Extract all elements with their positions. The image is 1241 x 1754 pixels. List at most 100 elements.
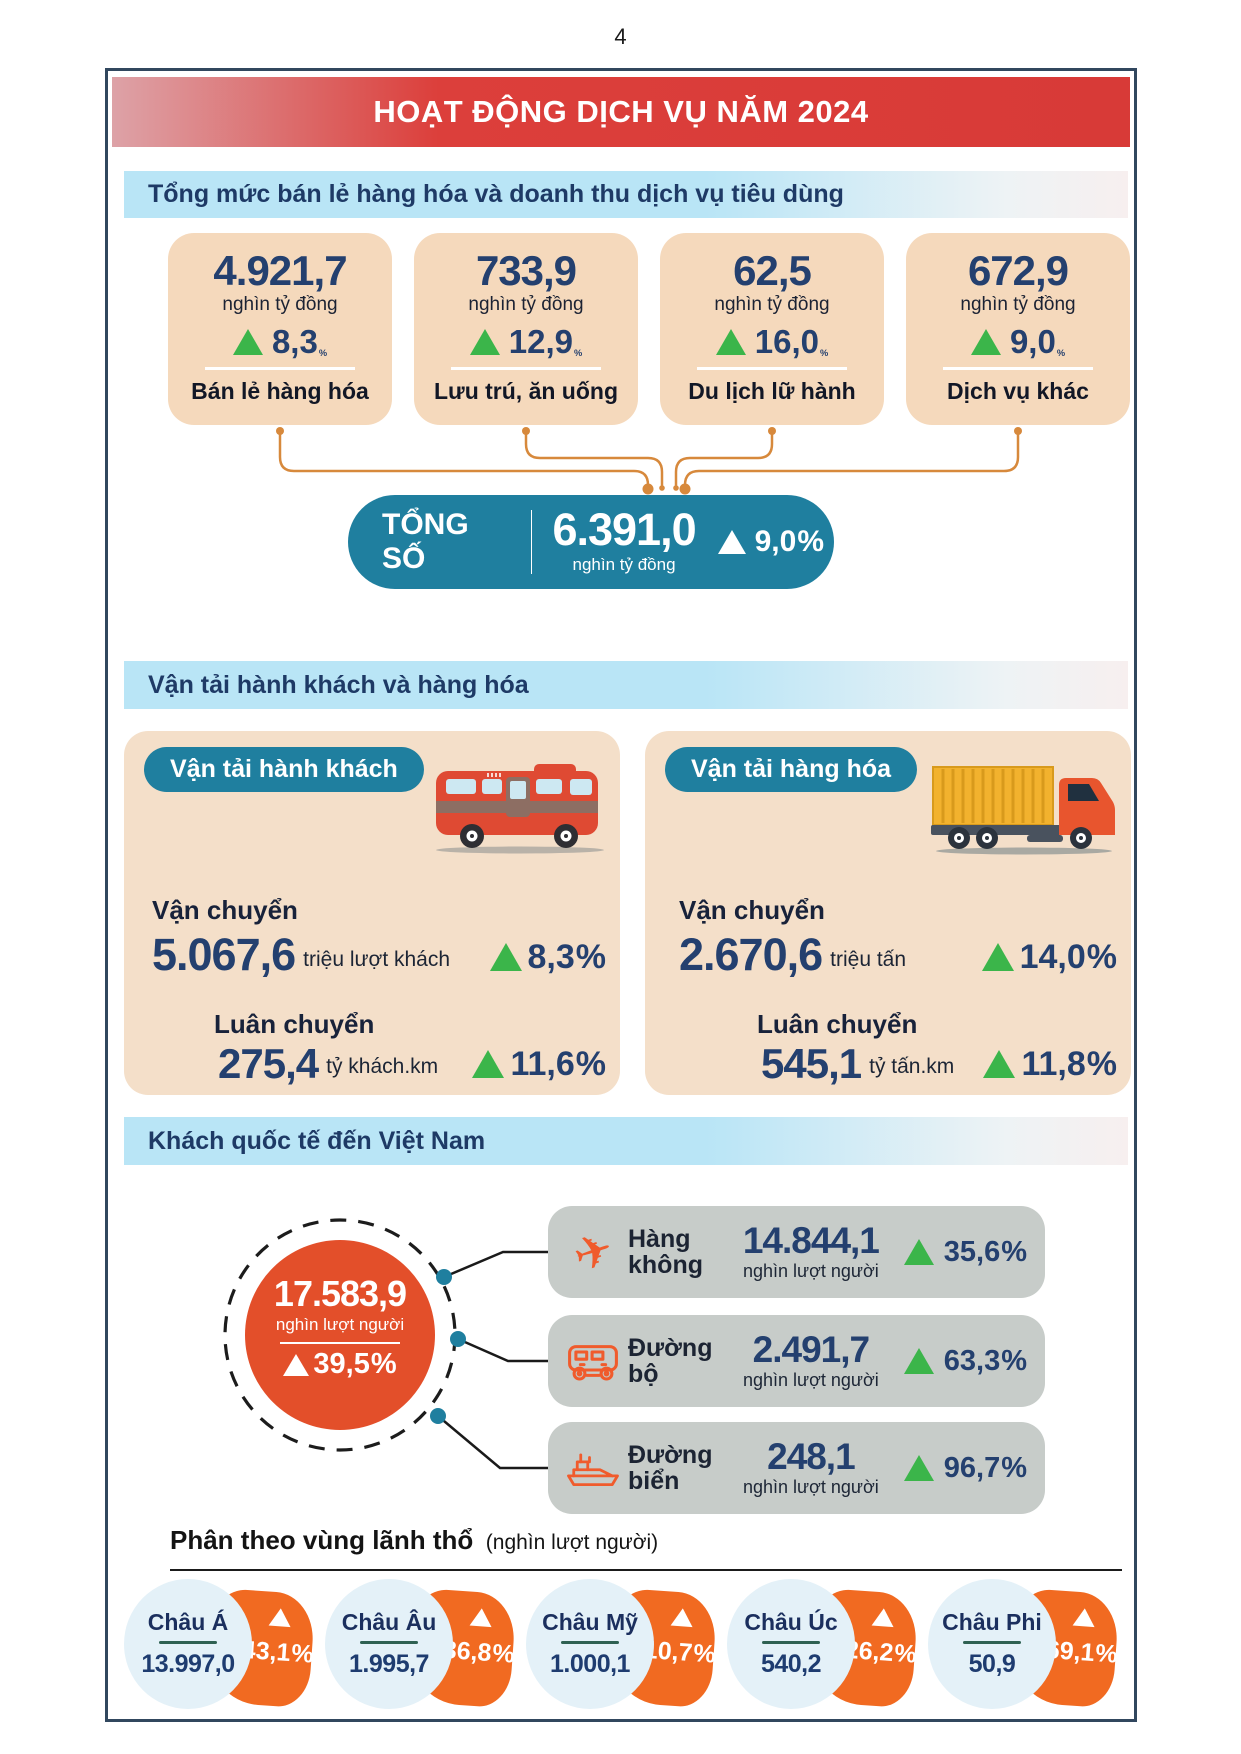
card-value: 4.921,7 — [213, 247, 347, 294]
region-label: Châu Mỹ — [542, 1609, 638, 1635]
up-arrow-icon — [871, 1607, 895, 1628]
divider — [280, 1342, 400, 1344]
mode-row-air: Hàng không 14.844,1 nghìn lượt người 35,… — [548, 1206, 1045, 1298]
row-unit: tỷ tấn.km — [869, 1054, 955, 1078]
divider — [159, 1641, 217, 1644]
regions-unit-note: (nghìn lượt người) — [485, 1531, 659, 1554]
panel-title: Vận tải hành khách — [144, 747, 424, 792]
up-arrow-icon — [472, 1049, 505, 1078]
section-header-retail: Tổng mức bán lẻ hàng hóa và doanh thu dị… — [124, 171, 1128, 218]
up-arrow-icon — [983, 1049, 1016, 1078]
region-value: 50,9 — [968, 1650, 1016, 1678]
passenger-transport-panel: Vận tải hành khách Vận chuyển 5.067,6 tr… — [124, 731, 620, 1095]
row-label: Vận chuyển — [152, 895, 298, 925]
card-unit: nghìn tỷ đồng — [960, 294, 1076, 316]
connector-lines — [276, 427, 1022, 495]
mode-label: Hàng không — [628, 1224, 703, 1279]
panel-title: Vận tải hàng hóa — [665, 747, 918, 792]
card-value: 733,9 — [475, 247, 577, 294]
page-number: 4 — [614, 24, 627, 49]
transport-row: 5.067,6 triệu lượt khách 8,3% — [152, 932, 606, 976]
card-label: Dịch vụ khác — [947, 378, 1089, 405]
up-arrow-icon — [469, 1607, 493, 1628]
mode-growth-value: 63,3 — [943, 1344, 1001, 1377]
region-bubble: Châu Phi 50,9 — [928, 1579, 1056, 1709]
row-growth: 11,6 — [510, 1044, 575, 1083]
up-arrow-icon — [981, 942, 1014, 971]
mode-label: Đường biển — [628, 1440, 713, 1495]
regions-title: Phân theo vùng lãnh thổ (nghìn lượt ngườ… — [170, 1525, 658, 1556]
growth-value: 8,3 — [271, 323, 318, 361]
total-pill: TỔNG SỐ 6.391,0 nghìn tỷ đồng 9,0% — [348, 495, 834, 589]
transport-row: 2.670,6 triệu tấn 14,0% — [679, 932, 1117, 976]
up-arrow-icon — [903, 1455, 934, 1481]
percent-sign: % — [575, 937, 606, 976]
region-label: Châu Úc — [744, 1609, 838, 1635]
percent-sign: % — [797, 525, 824, 558]
row-growth: 11,8 — [1021, 1044, 1086, 1083]
transport-row: 545,1 tỷ tấn.km 11,8% — [761, 1043, 1117, 1085]
up-arrow-icon — [717, 530, 746, 554]
region-bubble: Châu Âu 1.995,7 — [325, 1579, 453, 1709]
visitors-header-text: Khách quốc tế đến Việt Nam — [148, 1127, 486, 1155]
retail-card-du-lich: 62,5 nghìn tỷ đồng 16,0% Du lịch lữ hành — [660, 233, 884, 425]
percent-sign: % — [819, 347, 829, 358]
row-unit: triệu tấn — [830, 947, 907, 971]
mode-value: 2.491,7 — [752, 1329, 870, 1370]
total-unit: nghìn tỷ đồng — [572, 554, 676, 574]
row-label: Luân chuyển — [757, 1009, 918, 1039]
infographic-box: HOẠT ĐỘNG DỊCH VỤ NĂM 2024 Tổng mức bán … — [105, 68, 1137, 1722]
percent-sign: % — [1001, 1235, 1027, 1268]
region-label: Châu Á — [147, 1609, 229, 1635]
mode-row-sea: Đường biển 248,1 nghìn lượt người 96,7% — [548, 1422, 1045, 1514]
card-unit: nghìn tỷ đồng — [222, 294, 338, 316]
percent-sign: % — [1001, 1344, 1027, 1377]
card-value: 62,5 — [733, 247, 812, 294]
row-label: Vận chuyển — [679, 895, 825, 925]
up-arrow-icon — [970, 328, 1001, 355]
region-bubble: Châu Á 13.997,0 — [124, 1579, 252, 1709]
total-value: 6.391,0 — [552, 504, 696, 556]
divider — [561, 1641, 619, 1644]
divider — [530, 510, 533, 574]
divider — [170, 1569, 1122, 1571]
up-arrow-icon — [489, 942, 522, 971]
divider — [762, 1641, 820, 1644]
up-arrow-icon — [903, 1348, 934, 1374]
ship-icon — [562, 1446, 624, 1490]
row-label: Luân chuyển — [214, 1009, 375, 1039]
up-arrow-icon — [283, 1353, 310, 1376]
up-arrow-icon — [469, 328, 500, 355]
percent-sign: % — [575, 1044, 606, 1083]
up-arrow-icon — [670, 1607, 694, 1628]
percent-sign: % — [491, 1639, 516, 1669]
row-growth: 8,3 — [527, 937, 575, 976]
row-unit: triệu lượt khách — [303, 947, 451, 971]
regions-title-text: Phân theo vùng lãnh thổ — [170, 1525, 474, 1555]
region-chau-my: 10,7% Châu Mỹ 1.000,1 — [526, 1577, 722, 1715]
mode-unit: nghìn lượt người — [742, 1370, 879, 1390]
total-label: TỔNG SỐ — [382, 508, 469, 575]
retail-cards: 4.921,7 nghìn tỷ đồng 8,3% Bán lẻ hàng h… — [168, 233, 1130, 425]
mode-unit: nghìn lượt người — [742, 1477, 879, 1497]
divider — [205, 367, 355, 371]
card-label: Bán lẻ hàng hóa — [191, 378, 369, 405]
region-label: Châu Phi — [942, 1609, 1042, 1635]
banner-title: HOẠT ĐỘNG DỊCH VỤ NĂM 2024 — [373, 94, 869, 129]
visitors-total-growth: 39,5 — [313, 1348, 370, 1380]
divider — [943, 367, 1093, 371]
up-arrow-icon — [232, 328, 263, 355]
percent-sign: % — [1094, 1639, 1119, 1669]
retail-card-dich-vu-khac: 672,9 nghìn tỷ đồng 9,0% Dịch vụ khác — [906, 233, 1130, 425]
divider — [451, 367, 601, 371]
transport-row: 275,4 tỷ khách.km 11,6% — [218, 1043, 606, 1085]
truck-illustration — [931, 766, 1115, 855]
percent-sign: % — [573, 347, 583, 358]
row-growth: 14,0 — [1019, 937, 1086, 976]
mode-growth-value: 35,6 — [943, 1235, 1001, 1268]
up-arrow-icon — [715, 328, 746, 355]
percent-sign: % — [1056, 347, 1066, 358]
retail-header-text: Tổng mức bán lẻ hàng hóa và doanh thu dị… — [148, 180, 844, 208]
section-header-transport: Vận tải hành khách và hàng hóa — [124, 661, 1128, 709]
up-arrow-icon — [1072, 1607, 1096, 1628]
